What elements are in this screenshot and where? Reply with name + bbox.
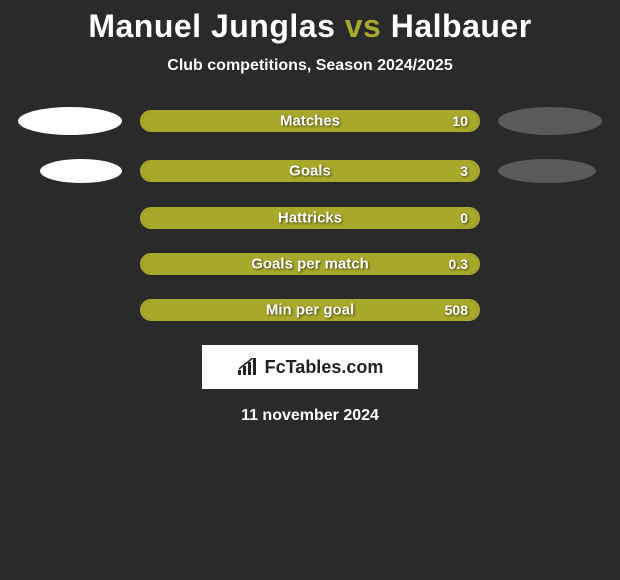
title-vs: vs [345, 8, 382, 44]
right-slot [498, 107, 608, 135]
logo-text: FcTables.com [265, 357, 384, 378]
stat-value: 508 [445, 302, 468, 318]
left-slot [12, 107, 122, 135]
logo-box: FcTables.com [202, 345, 418, 389]
stat-bar: Hattricks 0 [140, 207, 480, 229]
stat-label: Goals per match [251, 256, 369, 273]
stat-row: Goals 3 [0, 159, 620, 183]
stat-label: Matches [280, 113, 340, 130]
stat-bar: Matches 10 [140, 110, 480, 132]
stat-row: Hattricks 0 [0, 207, 620, 229]
stat-bar: Goals per match 0.3 [140, 253, 480, 275]
stat-value: 3 [460, 163, 468, 179]
subtitle: Club competitions, Season 2024/2025 [0, 57, 620, 75]
stat-bar: Goals 3 [140, 160, 480, 182]
left-slot [12, 159, 122, 183]
player1-ellipse [18, 107, 122, 135]
right-slot [498, 159, 608, 183]
stat-value: 0 [460, 210, 468, 226]
stat-label: Min per goal [266, 302, 354, 319]
stat-row: Min per goal 508 [0, 299, 620, 321]
stat-bar: Min per goal 508 [140, 299, 480, 321]
stat-row: Matches 10 [0, 107, 620, 135]
title-player2: Halbauer [391, 8, 532, 44]
title-player1: Manuel Junglas [88, 8, 335, 44]
stats-list: Matches 10 Goals 3 Hattricks 0 Goals per match… [0, 107, 620, 321]
player1-ellipse [40, 159, 122, 183]
stat-label: Hattricks [278, 210, 342, 227]
stat-value: 10 [452, 113, 468, 129]
infographic-container: Manuel Junglas vs Halbauer Club competit… [0, 0, 620, 425]
player2-ellipse [498, 107, 602, 135]
stat-row: Goals per match 0.3 [0, 253, 620, 275]
page-title: Manuel Junglas vs Halbauer [0, 8, 620, 45]
player2-ellipse [498, 159, 596, 183]
stat-value: 0.3 [449, 256, 468, 272]
date-text: 11 november 2024 [0, 407, 620, 425]
stat-label: Goals [289, 163, 331, 180]
chart-icon [237, 358, 259, 376]
